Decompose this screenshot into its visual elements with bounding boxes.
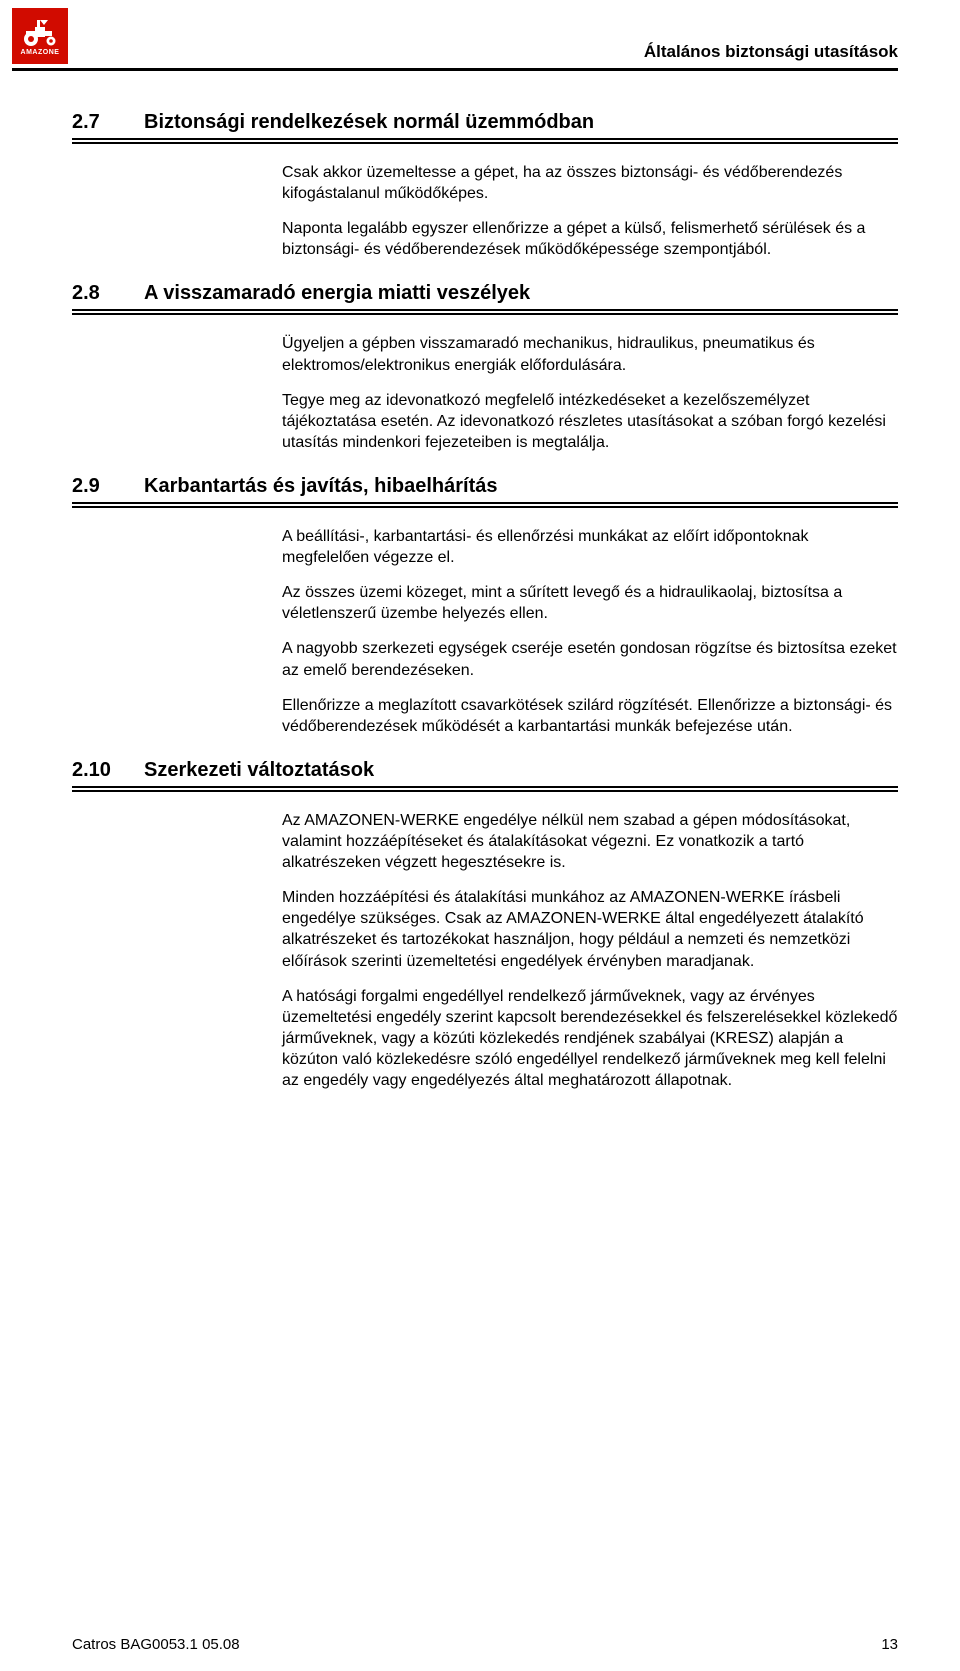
section-2-7: 2.7 Biztonsági rendelkezések normál üzem…: [72, 111, 898, 260]
section-rule: [72, 138, 898, 140]
section-rule: [72, 313, 898, 315]
running-header-title: Általános biztonsági utasítások: [68, 42, 898, 64]
page-content: 2.7 Biztonsági rendelkezések normál üzem…: [0, 71, 960, 1091]
section-number: 2.7: [72, 111, 144, 134]
brand-logo: AMAZONE: [12, 8, 68, 64]
section-rule: [72, 790, 898, 792]
section-rule: [72, 502, 898, 504]
section-body: A beállítási-, karbantartási- és ellenőr…: [282, 526, 898, 737]
section-number: 2.8: [72, 282, 144, 305]
section-rule: [72, 309, 898, 311]
footer-page-number: 13: [881, 1636, 898, 1653]
section-rule: [72, 506, 898, 508]
paragraph: Az AMAZONEN-WERKE engedélye nélkül nem s…: [282, 810, 898, 873]
section-2-10: 2.10 Szerkezeti változtatások Az AMAZONE…: [72, 759, 898, 1091]
paragraph: Tegye meg az idevonatkozó megfelelő inté…: [282, 390, 898, 453]
footer-doc-id: Catros BAG0053.1 05.08: [72, 1636, 240, 1653]
paragraph: Ellenőrizze a meglazított csavarkötések …: [282, 695, 898, 737]
section-title: Szerkezeti változtatások: [144, 759, 374, 782]
tractor-icon: [20, 17, 60, 47]
paragraph: A beállítási-, karbantartási- és ellenőr…: [282, 526, 898, 568]
section-body: Csak akkor üzemeltesse a gépet, ha az ös…: [282, 162, 898, 260]
section-rule: [72, 786, 898, 788]
section-title: Karbantartás és javítás, hibaelhárítás: [144, 475, 498, 498]
section-title: A visszamaradó energia miatti veszélyek: [144, 282, 530, 305]
section-heading: 2.8 A visszamaradó energia miatti veszél…: [72, 282, 898, 305]
paragraph: Ügyeljen a gépben visszamaradó mechaniku…: [282, 333, 898, 375]
paragraph: A nagyobb szerkezeti egységek cseréje es…: [282, 638, 898, 680]
section-number: 2.10: [72, 759, 144, 782]
section-heading: 2.9 Karbantartás és javítás, hibaelhárít…: [72, 475, 898, 498]
paragraph: A hatósági forgalmi engedéllyel rendelke…: [282, 986, 898, 1092]
section-heading: 2.10 Szerkezeti változtatások: [72, 759, 898, 782]
brand-name: AMAZONE: [21, 49, 60, 56]
section-number: 2.9: [72, 475, 144, 498]
section-2-8: 2.8 A visszamaradó energia miatti veszél…: [72, 282, 898, 453]
section-title: Biztonsági rendelkezések normál üzemmódb…: [144, 111, 594, 134]
section-2-9: 2.9 Karbantartás és javítás, hibaelhárít…: [72, 475, 898, 737]
page-header: AMAZONE Általános biztonsági utasítások: [0, 0, 960, 64]
section-body: Az AMAZONEN-WERKE engedélye nélkül nem s…: [282, 810, 898, 1091]
section-heading: 2.7 Biztonsági rendelkezések normál üzem…: [72, 111, 898, 134]
paragraph: Csak akkor üzemeltesse a gépet, ha az ös…: [282, 162, 898, 204]
section-body: Ügyeljen a gépben visszamaradó mechaniku…: [282, 333, 898, 453]
page-footer: Catros BAG0053.1 05.08 13: [72, 1636, 898, 1653]
paragraph: Az összes üzemi közeget, mint a sűrített…: [282, 582, 898, 624]
paragraph: Naponta legalább egyszer ellenőrizze a g…: [282, 218, 898, 260]
section-rule: [72, 142, 898, 144]
paragraph: Minden hozzáépítési és átalakítási munká…: [282, 887, 898, 971]
